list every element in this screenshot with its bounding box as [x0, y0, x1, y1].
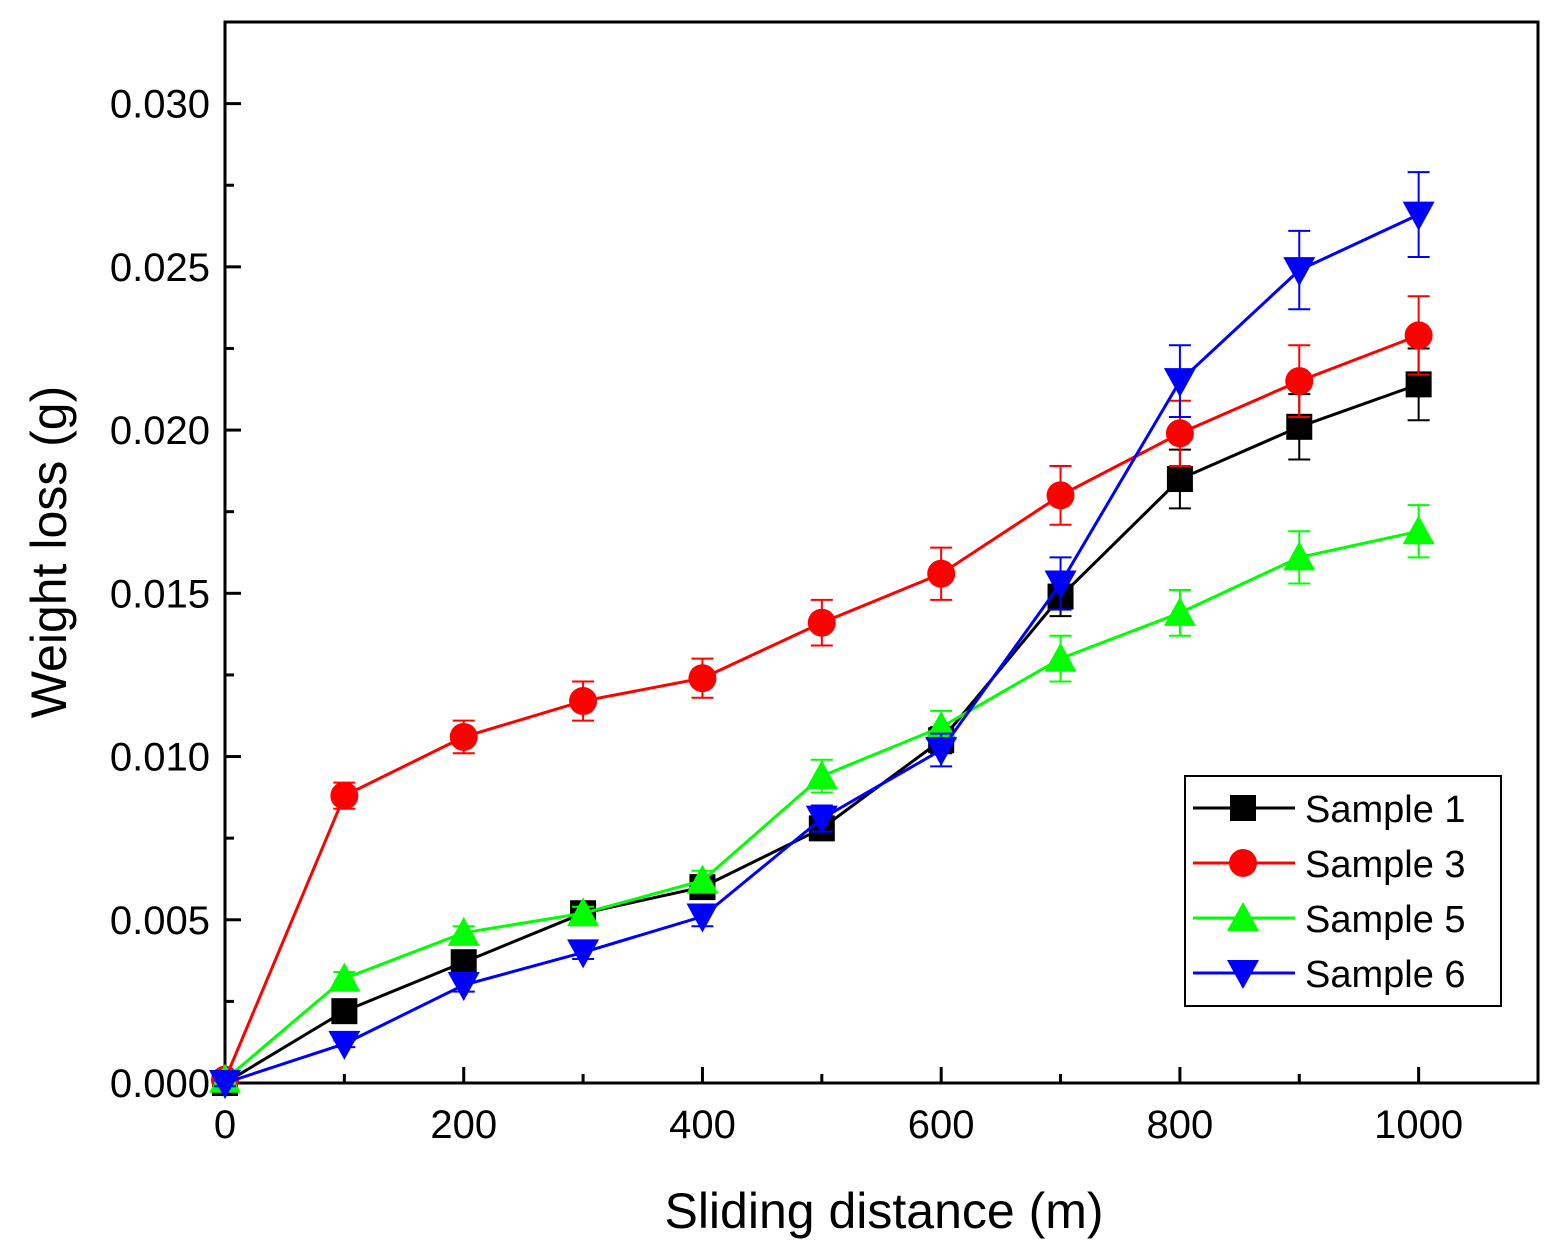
sample-5-point [1402, 515, 1435, 545]
x-axis-title: Sliding distance (m) [664, 1183, 1103, 1239]
axis-tick-labels: 0 200 400 600 800 1000 0.000 0.005 0.010 0.015 0.0… [110, 83, 1463, 1147]
sample-3-point [807, 608, 836, 637]
legend-item: Sample 6 [1193, 954, 1466, 996]
y-axis-title: Weight loss (g) [21, 386, 77, 719]
legend: Sample 1 Sample 3 Sample 5 Sample 6 [1184, 775, 1502, 1007]
y-tick-label: 0.020 [110, 409, 210, 453]
sample-5-point [686, 864, 719, 894]
x-tick-label: 1000 [1374, 1103, 1463, 1147]
sample-3-point [1165, 419, 1194, 448]
legend-label: Sample 6 [1305, 954, 1466, 996]
legend-label: Sample 3 [1305, 844, 1466, 886]
legend-item: Sample 3 [1193, 844, 1466, 886]
sample-5-point [1283, 541, 1316, 571]
sample-3-point [330, 781, 359, 810]
sample-5-point [805, 760, 838, 790]
x-tick-label: 800 [1147, 1103, 1214, 1147]
sample-6-point [209, 1070, 241, 1099]
x-tick-label: 0 [214, 1103, 236, 1147]
sample-6-point [567, 939, 600, 969]
legend-marker [1227, 902, 1259, 931]
sample-6-point [1044, 570, 1077, 600]
sample-6-point [1163, 368, 1196, 398]
sample-3-point [1404, 321, 1433, 350]
sample-6-point [925, 737, 958, 767]
sample-3-point [1046, 481, 1075, 510]
sample-3-point [688, 664, 717, 693]
legend-marker [1230, 795, 1256, 821]
legend-label: Sample 5 [1305, 899, 1466, 941]
legend-marker [1227, 960, 1259, 989]
sample-3-point [569, 687, 598, 716]
legend-item: Sample 1 [1193, 789, 1466, 831]
sample-6-point [1283, 257, 1316, 287]
legend-marker [1229, 849, 1257, 877]
legend-label: Sample 1 [1305, 789, 1466, 831]
y-tick-label: 0.015 [110, 572, 210, 616]
y-tick-label: 0.000 [110, 1062, 210, 1106]
sample-5-point [328, 962, 361, 992]
x-tick-label: 600 [908, 1103, 975, 1147]
y-tick-label: 0.025 [110, 246, 210, 290]
sample-6-point [447, 972, 480, 1002]
sample-1-point [331, 998, 358, 1025]
y-tick-label: 0.005 [110, 899, 210, 943]
x-tick-label: 200 [430, 1103, 497, 1147]
sample-6-series [209, 171, 1435, 1099]
sample-1-point [1166, 466, 1193, 493]
sample-3-point [1285, 367, 1314, 396]
sample-3-point [449, 722, 478, 751]
sample-3-point [927, 559, 956, 588]
sample-1-point [450, 949, 477, 976]
sample-6-point [805, 805, 838, 835]
y-tick-label: 0.010 [110, 736, 210, 780]
sample-6-point [1402, 201, 1435, 231]
x-tick-label: 400 [669, 1103, 736, 1147]
sample-6-point [328, 1030, 361, 1060]
sample-1-point [1405, 371, 1432, 398]
sample-5-point [1163, 596, 1196, 626]
sample-6-point [686, 903, 719, 933]
sample-1-point [1286, 413, 1313, 440]
sample-5-point [567, 897, 600, 927]
series-layer [209, 171, 1435, 1099]
y-tick-label: 0.030 [110, 83, 210, 127]
legend-item: Sample 5 [1193, 899, 1466, 941]
sample-3-series [211, 295, 1433, 1094]
sample-5-point [1044, 642, 1077, 672]
sample-5-point [447, 916, 480, 946]
